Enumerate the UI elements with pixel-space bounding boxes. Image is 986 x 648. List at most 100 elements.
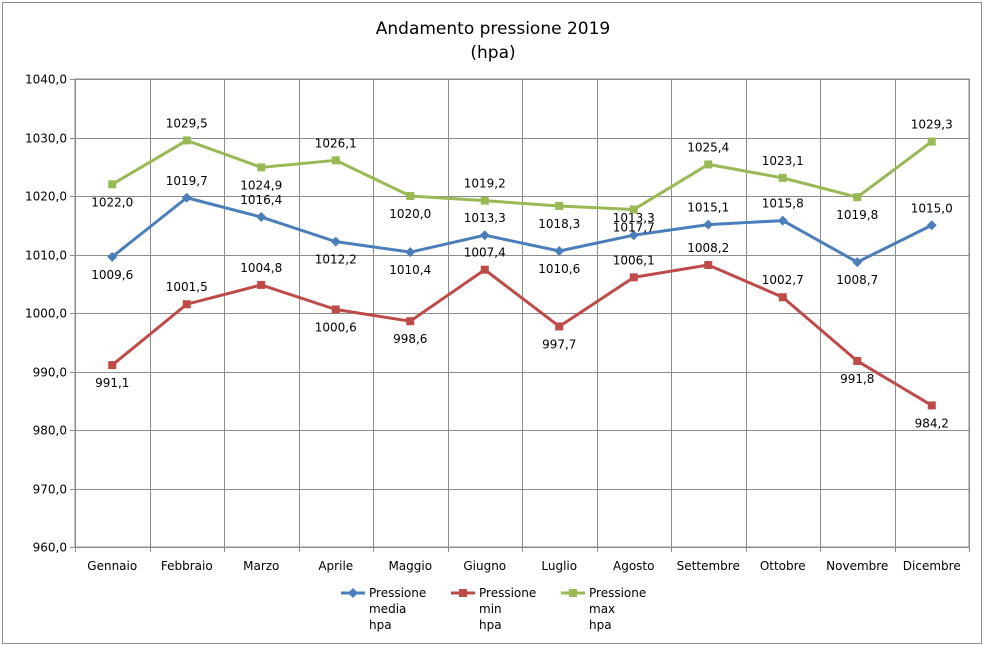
data-point (927, 137, 936, 146)
data-point (108, 180, 117, 189)
data-point (629, 273, 638, 282)
data-point (405, 247, 416, 258)
data-label: 1004,8 (240, 261, 282, 275)
data-point (704, 160, 713, 169)
y-tick-label: 1000,0 (25, 307, 67, 321)
data-point (108, 361, 117, 370)
data-point (257, 163, 266, 172)
series-min: 991,1 1001,5 1004,8 1000,6 998,6 1007,4 997,7 1… (95, 241, 949, 430)
data-label: 1016,4 (240, 193, 282, 207)
data-label: 1013,3 (613, 211, 655, 225)
x-tick-label: Luglio (541, 559, 577, 573)
data-label: 1008,7 (836, 273, 878, 287)
data-label: 991,1 (95, 376, 129, 390)
x-tick-label: Dicembre (903, 559, 961, 573)
data-point (555, 322, 564, 331)
y-tick-label: 980,0 (33, 424, 67, 438)
data-point (330, 236, 341, 247)
legend-label: Pressione (479, 586, 536, 600)
line-chart: Andamento pressione 2019 (hpa) 960,0 970,… (25, 19, 970, 632)
data-point (852, 257, 863, 268)
data-point (777, 215, 788, 226)
data-label: 1023,1 (762, 154, 804, 168)
legend-label: hpa (589, 618, 612, 632)
data-label: 991,8 (840, 372, 874, 386)
data-point (331, 156, 340, 165)
x-tick-label: Settembre (677, 559, 740, 573)
series-line (111, 138, 933, 211)
data-point (554, 245, 565, 256)
data-point (107, 251, 118, 262)
plot-area: 960,0 970,0 980,0 990,0 1000,0 1010,0 1020,0 10… (25, 73, 970, 573)
series-line (111, 263, 933, 407)
data-label: 984,2 (915, 416, 949, 430)
data-label: 1010,4 (389, 263, 431, 277)
y-tick-label: 1020,0 (25, 190, 67, 204)
data-label: 1019,7 (166, 174, 208, 188)
x-tick-label: Ottobre (760, 559, 806, 573)
legend-item: Pressione media hpa (341, 586, 426, 632)
data-point (182, 300, 191, 309)
data-label: 1015,1 (687, 201, 729, 215)
data-point (926, 220, 937, 231)
data-point (704, 261, 713, 270)
data-point (629, 205, 638, 214)
data-label: 1022,0 (91, 195, 133, 209)
x-tick-label: Febbraio (161, 559, 213, 573)
data-point (778, 173, 787, 182)
data-label: 1012,2 (315, 253, 357, 267)
y-tick-label: 990,0 (33, 366, 67, 380)
legend-label: hpa (369, 618, 392, 632)
legend-marker (569, 589, 577, 597)
legend-label: Pressione (369, 586, 426, 600)
legend-item: Pressione min hpa (451, 586, 536, 632)
x-tick-label: Novembre (826, 559, 888, 573)
data-point (406, 192, 415, 200)
legend-marker (348, 588, 358, 598)
data-label: 1006,1 (613, 253, 655, 267)
x-tick-label: Giugno (463, 559, 506, 573)
y-tick-label: 1040,0 (25, 73, 67, 87)
data-point (256, 212, 267, 223)
data-point (479, 230, 490, 241)
legend-label: max (589, 602, 615, 616)
data-label: 1013,3 (464, 211, 506, 225)
data-point (257, 280, 266, 289)
y-tick-label: 960,0 (33, 541, 67, 555)
data-label: 1001,5 (166, 280, 208, 294)
data-label: 1007,4 (464, 246, 506, 260)
data-point (480, 196, 489, 205)
series-line (111, 196, 933, 264)
data-point (182, 136, 191, 145)
data-label: 1029,5 (166, 116, 208, 130)
data-point (703, 219, 714, 230)
legend-label: min (479, 602, 502, 616)
y-tick-label: 1030,0 (25, 132, 67, 146)
data-point (927, 401, 936, 410)
data-label: 1009,6 (91, 268, 133, 282)
y-tick-label: 970,0 (33, 483, 67, 497)
legend-label: hpa (479, 618, 502, 632)
data-label: 1020,0 (389, 207, 431, 221)
chart-title: Andamento pressione 2019 (376, 19, 610, 39)
data-label: 1019,8 (836, 208, 878, 222)
legend: PressionemediahpaPressioneminhpaPression… (341, 586, 646, 632)
data-label: 1002,7 (762, 273, 804, 287)
legend-label: media (369, 602, 406, 616)
y-tick-label: 1010,0 (25, 249, 67, 263)
data-point (853, 356, 862, 365)
data-label: 1008,2 (687, 241, 729, 255)
data-point (628, 230, 639, 241)
data-label: 1018,3 (538, 217, 580, 231)
data-label: 1000,6 (315, 320, 357, 334)
data-label: 1015,8 (762, 197, 804, 211)
data-point (480, 265, 489, 274)
legend-item: Pressione max hpa (561, 586, 646, 632)
x-tick-label: Gennaio (87, 559, 137, 573)
data-point (406, 317, 415, 326)
data-point (555, 201, 564, 210)
data-label: 997,7 (542, 337, 576, 351)
data-point (331, 305, 340, 314)
data-label: 1019,2 (464, 177, 506, 191)
